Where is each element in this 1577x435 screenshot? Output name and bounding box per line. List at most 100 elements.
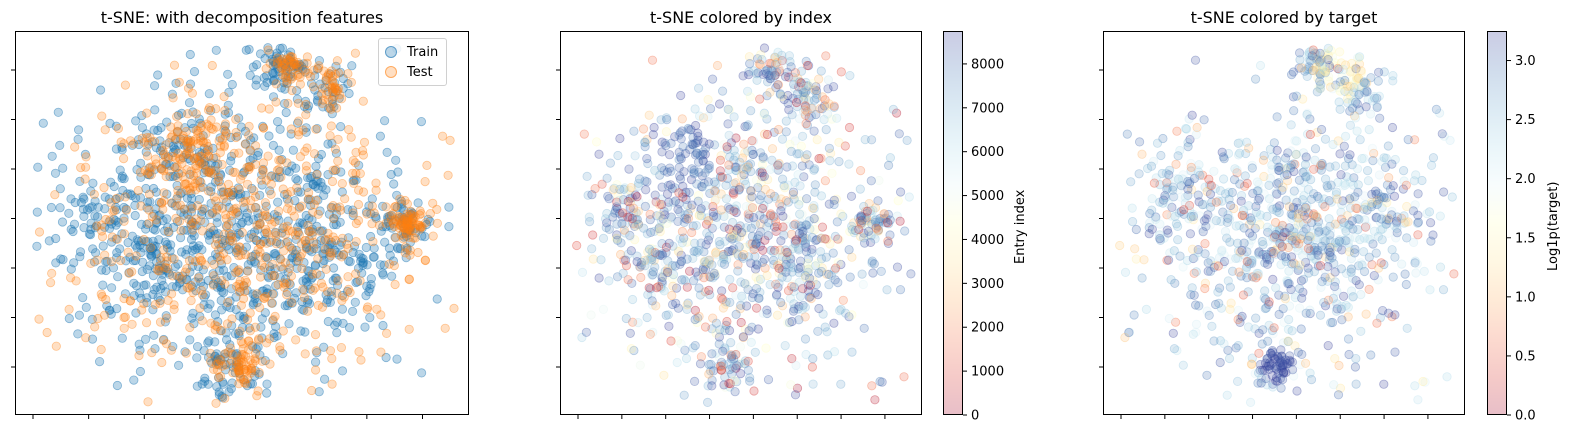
test-point (234, 242, 245, 252)
train-point (404, 220, 415, 230)
train-point (304, 226, 314, 236)
test-point (282, 75, 292, 86)
index-point (698, 113, 709, 123)
train-point (291, 245, 301, 255)
train-point (162, 214, 172, 224)
test-point (309, 237, 319, 247)
test-point (193, 138, 203, 149)
test-point (397, 221, 407, 231)
index-point (724, 130, 734, 140)
train-point (323, 86, 333, 97)
index-point (753, 234, 763, 244)
index-point (832, 113, 842, 123)
train-point (318, 226, 328, 236)
test-point (248, 233, 259, 243)
train-point (187, 193, 197, 203)
train-point (205, 228, 215, 238)
index-point (588, 254, 598, 264)
index-point (891, 108, 902, 118)
target-point (1199, 115, 1209, 125)
train-point (397, 219, 407, 229)
index-point (572, 240, 582, 251)
index-point (774, 158, 784, 169)
train-point (199, 300, 209, 310)
test-point (236, 354, 246, 364)
index-point (728, 188, 738, 198)
target-point (1284, 225, 1294, 235)
test-point (220, 105, 230, 116)
index-point (809, 126, 819, 136)
index-point (771, 193, 781, 203)
index-point (672, 283, 682, 293)
index-point (723, 104, 733, 114)
index-point (753, 182, 763, 193)
train-point (262, 388, 272, 398)
test-point (193, 176, 203, 186)
test-point (228, 349, 238, 360)
train-point (316, 235, 326, 246)
train-point (308, 227, 318, 237)
train-point (347, 61, 357, 71)
test-point (309, 149, 320, 159)
index-point (883, 209, 893, 220)
test-point (191, 109, 201, 119)
index-point (713, 361, 723, 371)
train-point (312, 124, 322, 134)
train-point (211, 45, 221, 55)
train-point (127, 190, 137, 201)
target-point (1341, 226, 1351, 236)
index-point (697, 171, 707, 181)
test-point (288, 64, 298, 74)
train-point (195, 176, 205, 186)
index-point (691, 120, 701, 131)
index-point (755, 219, 765, 229)
train-point (250, 258, 261, 268)
train-point (239, 203, 249, 213)
target-point (1272, 112, 1282, 122)
index-point (809, 165, 819, 175)
index-point (847, 310, 857, 320)
test-point (214, 136, 224, 146)
index-point (816, 66, 826, 76)
target-point (1334, 97, 1344, 107)
test-point (337, 252, 347, 262)
test-point (328, 71, 338, 82)
index-point (736, 277, 746, 287)
train-point (162, 189, 172, 199)
index-point (790, 136, 800, 146)
test-point (212, 205, 222, 215)
index-point (726, 337, 736, 348)
train-point (170, 262, 180, 272)
test-point (182, 185, 192, 195)
index-point (615, 249, 626, 260)
train-point (293, 176, 303, 186)
test-point (163, 295, 173, 305)
test-point (241, 379, 251, 389)
train-point (253, 342, 263, 352)
train-point (367, 194, 377, 204)
train-point (241, 190, 251, 200)
test-point (403, 211, 413, 221)
test-point (159, 245, 169, 255)
index-point (750, 347, 760, 357)
index-point (828, 248, 838, 258)
train-point (224, 228, 234, 238)
train-point (250, 371, 260, 381)
train-point (225, 296, 235, 306)
index-point (822, 234, 832, 244)
target-point (1411, 170, 1421, 180)
test-point (257, 103, 267, 113)
train-point (233, 228, 244, 238)
index-point (825, 239, 835, 249)
index-point (777, 272, 787, 282)
index-point (764, 70, 774, 81)
test-point (184, 137, 194, 147)
train-point (203, 379, 213, 389)
test-point (151, 159, 161, 169)
train-point (231, 232, 241, 242)
test-point (196, 123, 206, 133)
train-point (240, 139, 251, 149)
index-point (807, 103, 817, 113)
index-point (668, 281, 678, 291)
test-point (284, 241, 295, 252)
